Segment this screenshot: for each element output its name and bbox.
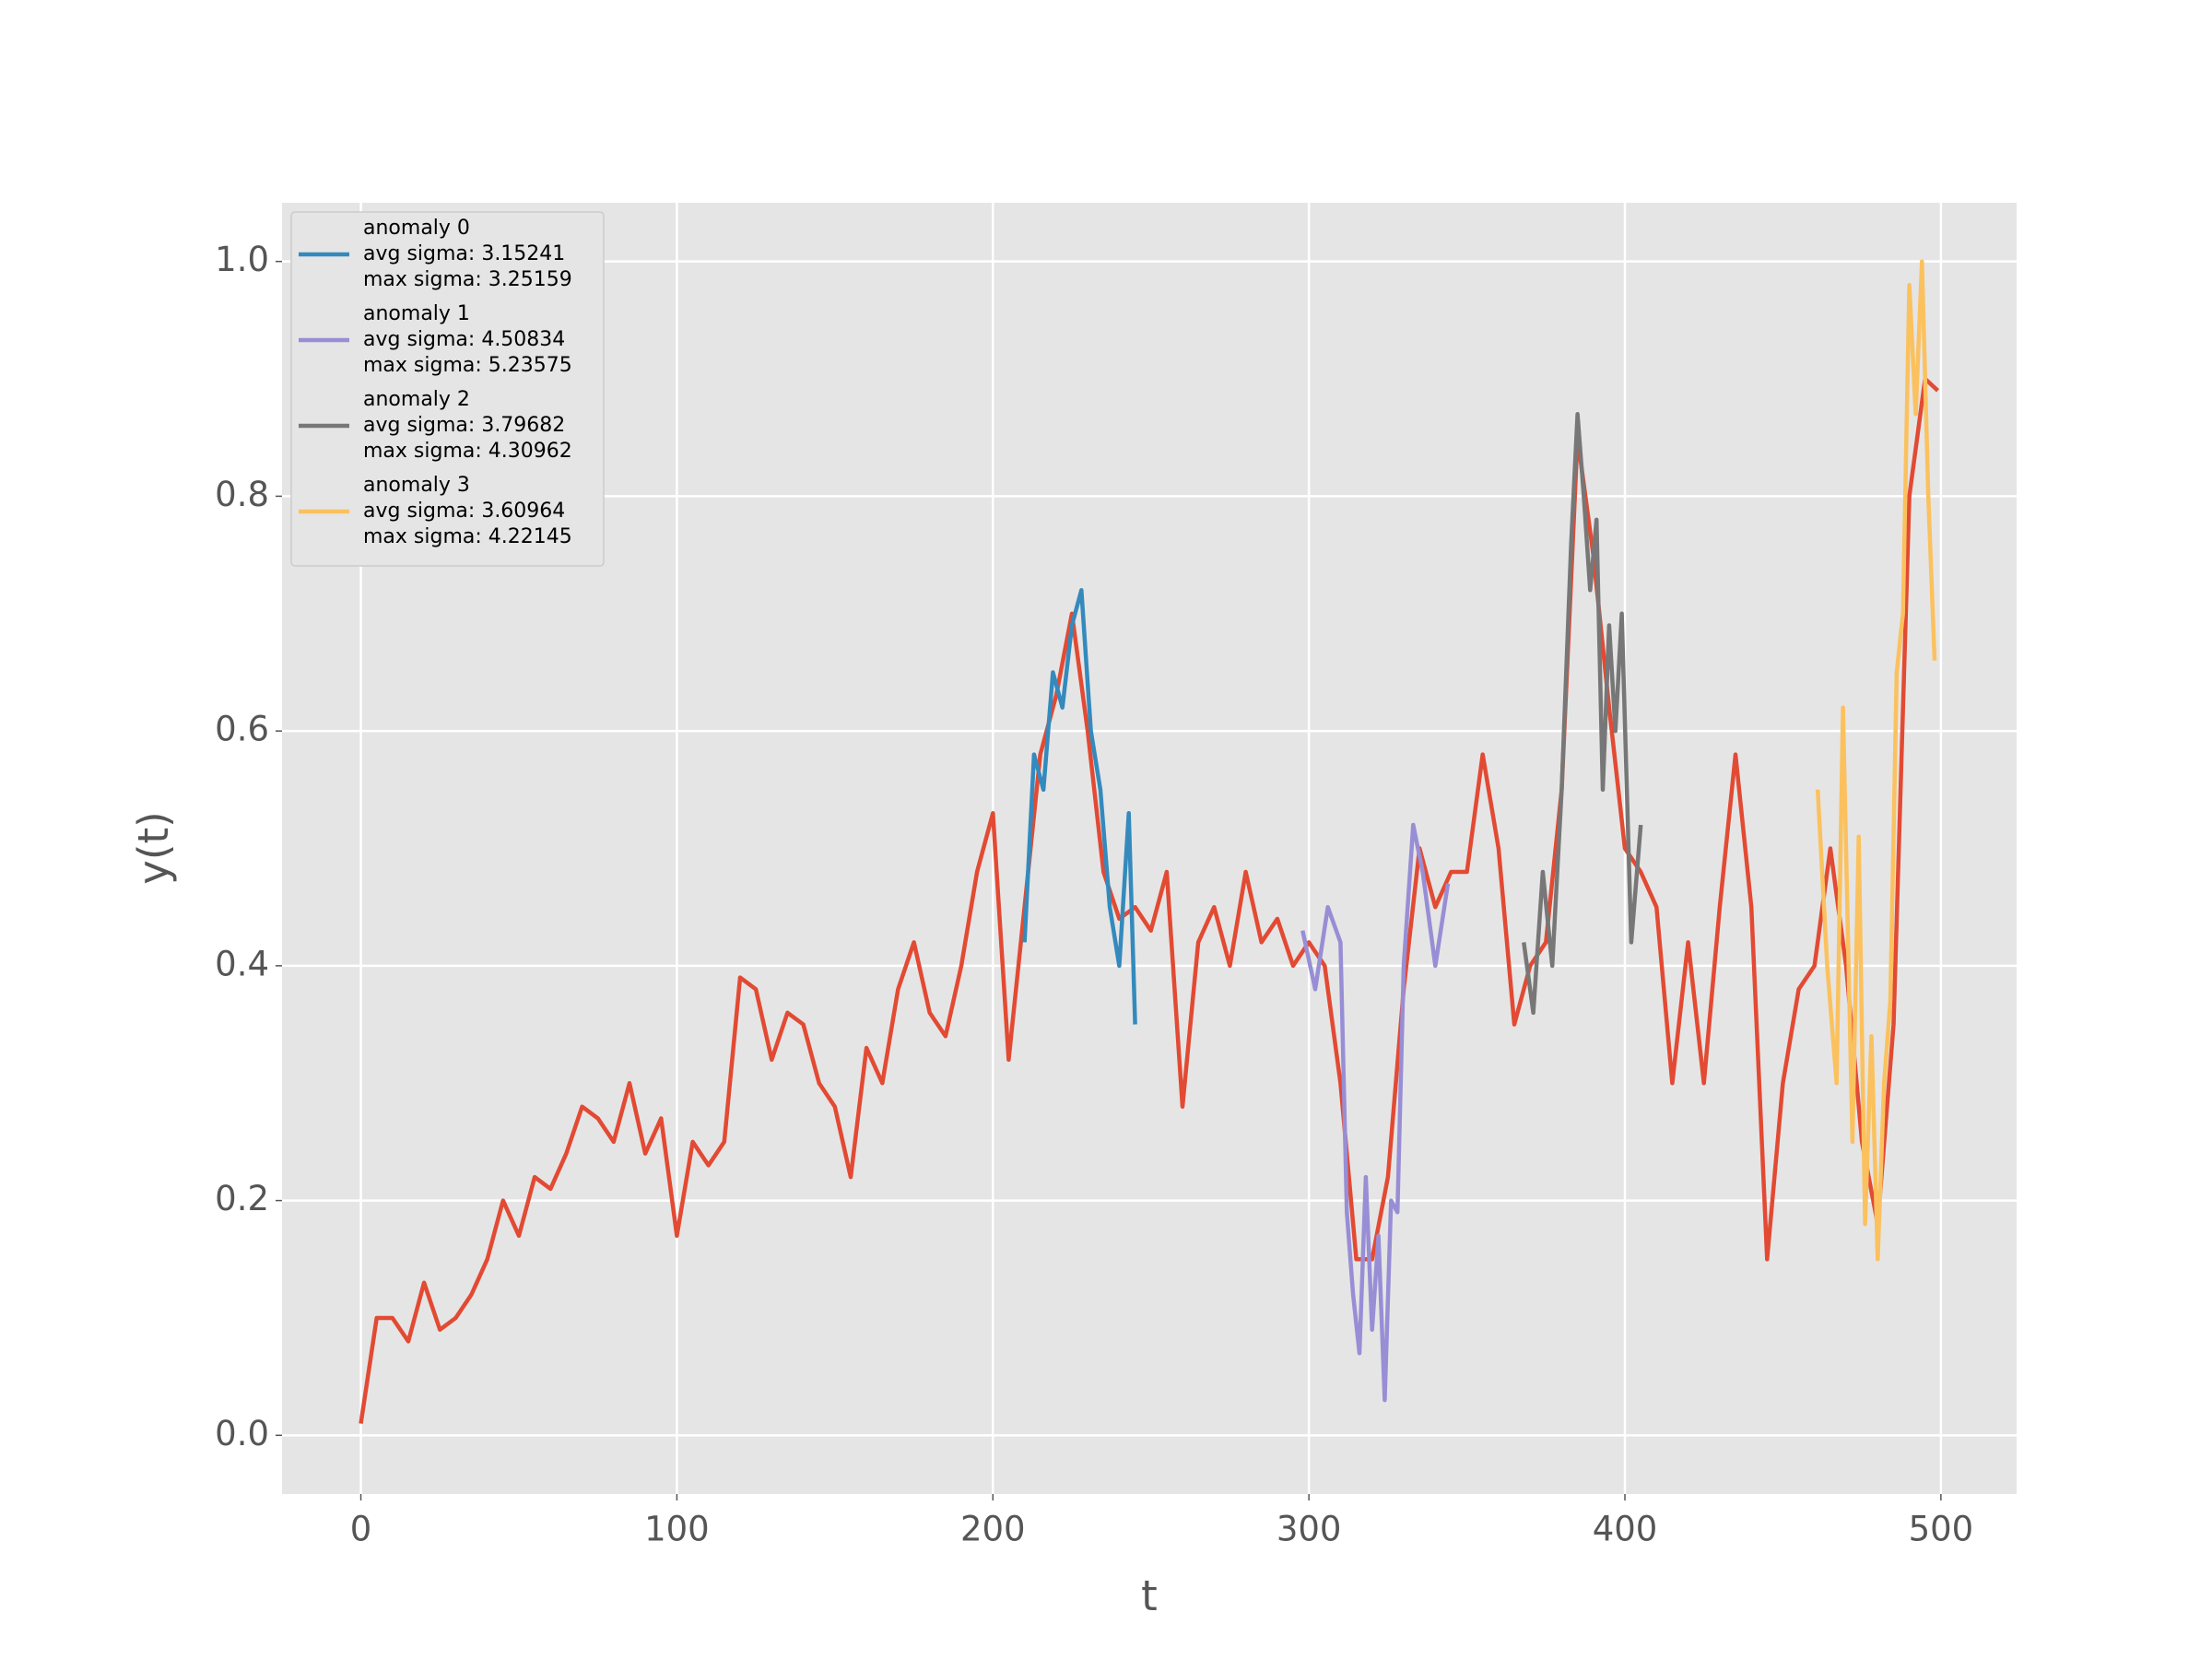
y-tick-label: 0.4 xyxy=(215,944,269,983)
legend-label: max sigma: 3.25159 xyxy=(363,268,572,291)
legend-label: anomaly 1 xyxy=(363,302,470,325)
legend-label: avg sigma: 4.50834 xyxy=(363,328,565,351)
legend-label: anomaly 3 xyxy=(363,474,470,497)
legend-label: max sigma: 4.22145 xyxy=(363,525,572,548)
y-axis-label: y(t) xyxy=(129,811,178,884)
series-line xyxy=(1300,822,1451,1403)
series-line xyxy=(359,376,1940,1424)
legend-box xyxy=(290,211,605,567)
x-tick-label: 400 xyxy=(1593,1510,1658,1549)
legend-label: anomaly 2 xyxy=(363,388,470,411)
x-tick-label: 500 xyxy=(1909,1510,1974,1549)
x-tick-label: 200 xyxy=(960,1510,1026,1549)
x-tick-label: 300 xyxy=(1277,1510,1342,1549)
legend-label: max sigma: 4.30962 xyxy=(363,440,572,463)
legend-label: avg sigma: 3.60964 xyxy=(363,500,565,523)
y-tick-label: 1.0 xyxy=(215,240,269,279)
legend-label: anomaly 0 xyxy=(363,217,470,240)
series-line xyxy=(1522,412,1643,1016)
x-tick-label: 0 xyxy=(350,1510,372,1549)
x-axis-label: t xyxy=(1141,1571,1158,1620)
y-tick-label: 0.6 xyxy=(215,710,269,749)
x-tick-label: 100 xyxy=(644,1510,710,1549)
y-tick-label: 0.0 xyxy=(215,1414,269,1453)
series-line xyxy=(1022,588,1137,1025)
legend-label: avg sigma: 3.79682 xyxy=(363,414,565,437)
y-tick-label: 0.2 xyxy=(215,1179,269,1218)
series-line xyxy=(1815,259,1937,1262)
legend-label: avg sigma: 3.15241 xyxy=(363,242,565,265)
legend-label: max sigma: 5.23575 xyxy=(363,354,572,377)
y-tick-label: 0.8 xyxy=(215,475,269,514)
